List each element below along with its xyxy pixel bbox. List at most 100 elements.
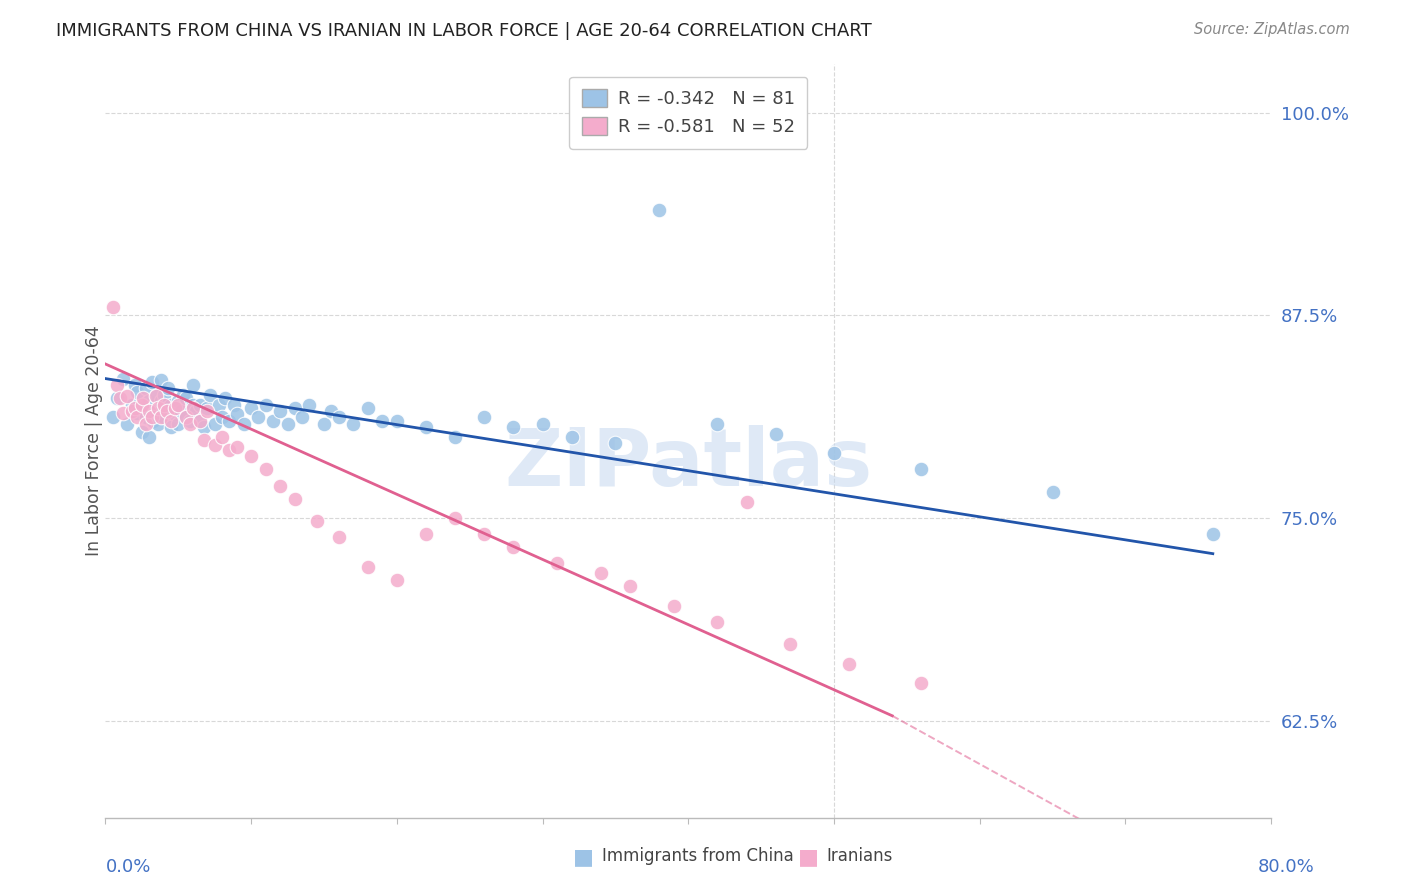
Point [357, 559, 380, 574]
Point [214, 391, 236, 405]
Point [706, 615, 728, 629]
Point [141, 375, 163, 389]
Point [108, 391, 131, 405]
Point [117, 389, 139, 403]
Point [531, 417, 554, 431]
Point [179, 417, 201, 431]
Point [328, 531, 350, 545]
Point [269, 478, 291, 492]
Text: ZIPatlas: ZIPatlas [505, 425, 872, 502]
Point [247, 410, 270, 425]
Point [138, 430, 160, 444]
Point [121, 404, 143, 418]
Point [146, 417, 169, 431]
Point [605, 436, 627, 450]
Point [823, 446, 845, 460]
Point [124, 401, 146, 415]
Point [145, 389, 167, 403]
Point [193, 433, 215, 447]
Point [197, 404, 219, 418]
Point [188, 414, 211, 428]
Point [706, 417, 728, 431]
Point [415, 420, 437, 434]
Point [222, 397, 245, 411]
Point [225, 440, 247, 454]
Point [385, 573, 408, 587]
Point [312, 417, 335, 431]
Point [174, 410, 197, 425]
Point [160, 420, 183, 434]
Text: Iranians: Iranians [827, 847, 893, 865]
Point [157, 381, 180, 395]
Point [152, 388, 174, 402]
Point [305, 514, 328, 528]
Point [291, 410, 314, 425]
Y-axis label: In Labor Force | Age 20-64: In Labor Force | Age 20-64 [86, 326, 103, 557]
Point [371, 414, 394, 428]
Point [155, 401, 177, 415]
Point [197, 401, 219, 415]
Point [149, 410, 172, 425]
Point [111, 371, 134, 385]
Point [138, 394, 160, 409]
Point [181, 397, 204, 411]
Point [160, 414, 183, 428]
Point [152, 410, 174, 425]
Point [225, 407, 247, 421]
Point [131, 397, 153, 411]
Point [138, 404, 160, 418]
Point [174, 391, 197, 405]
Point [193, 420, 215, 434]
Point [838, 657, 860, 671]
Point [211, 410, 233, 425]
Text: IMMIGRANTS FROM CHINA VS IRANIAN IN LABOR FORCE | AGE 20-64 CORRELATION CHART: IMMIGRANTS FROM CHINA VS IRANIAN IN LABO… [56, 22, 872, 40]
Point [127, 406, 149, 420]
Point [167, 394, 190, 409]
Point [240, 450, 263, 464]
Point [444, 511, 467, 525]
Point [160, 397, 183, 411]
Text: 0.0%: 0.0% [105, 858, 150, 876]
Point [146, 401, 169, 415]
Point [321, 404, 343, 418]
Point [342, 417, 364, 431]
Text: ■: ■ [574, 847, 593, 867]
Text: ■: ■ [799, 847, 818, 867]
Point [165, 401, 187, 415]
Point [135, 417, 157, 431]
Point [111, 406, 134, 420]
Point [135, 410, 157, 425]
Text: 80.0%: 80.0% [1258, 858, 1315, 876]
Point [910, 676, 932, 690]
Point [145, 389, 167, 403]
Point [298, 397, 321, 411]
Point [232, 417, 254, 431]
Point [188, 414, 211, 428]
Point [172, 388, 194, 402]
Point [132, 401, 155, 415]
Point [170, 404, 193, 418]
Point [131, 425, 153, 439]
Point [200, 388, 222, 402]
Point [218, 414, 240, 428]
Point [149, 373, 172, 387]
Point [179, 414, 201, 428]
Point [619, 579, 641, 593]
Point [472, 410, 495, 425]
Point [149, 394, 172, 409]
Point [385, 414, 408, 428]
Point [105, 378, 128, 392]
Point [181, 401, 204, 415]
Point [254, 397, 277, 411]
Point [277, 417, 299, 431]
Point [204, 417, 226, 431]
Point [1202, 527, 1225, 541]
Point [546, 557, 568, 571]
Point [101, 410, 124, 425]
Point [284, 401, 307, 415]
Point [910, 462, 932, 476]
Legend: R = -0.342   N = 81, R = -0.581   N = 52: R = -0.342 N = 81, R = -0.581 N = 52 [569, 77, 807, 149]
Point [165, 407, 187, 421]
Point [262, 414, 284, 428]
Point [779, 637, 801, 651]
